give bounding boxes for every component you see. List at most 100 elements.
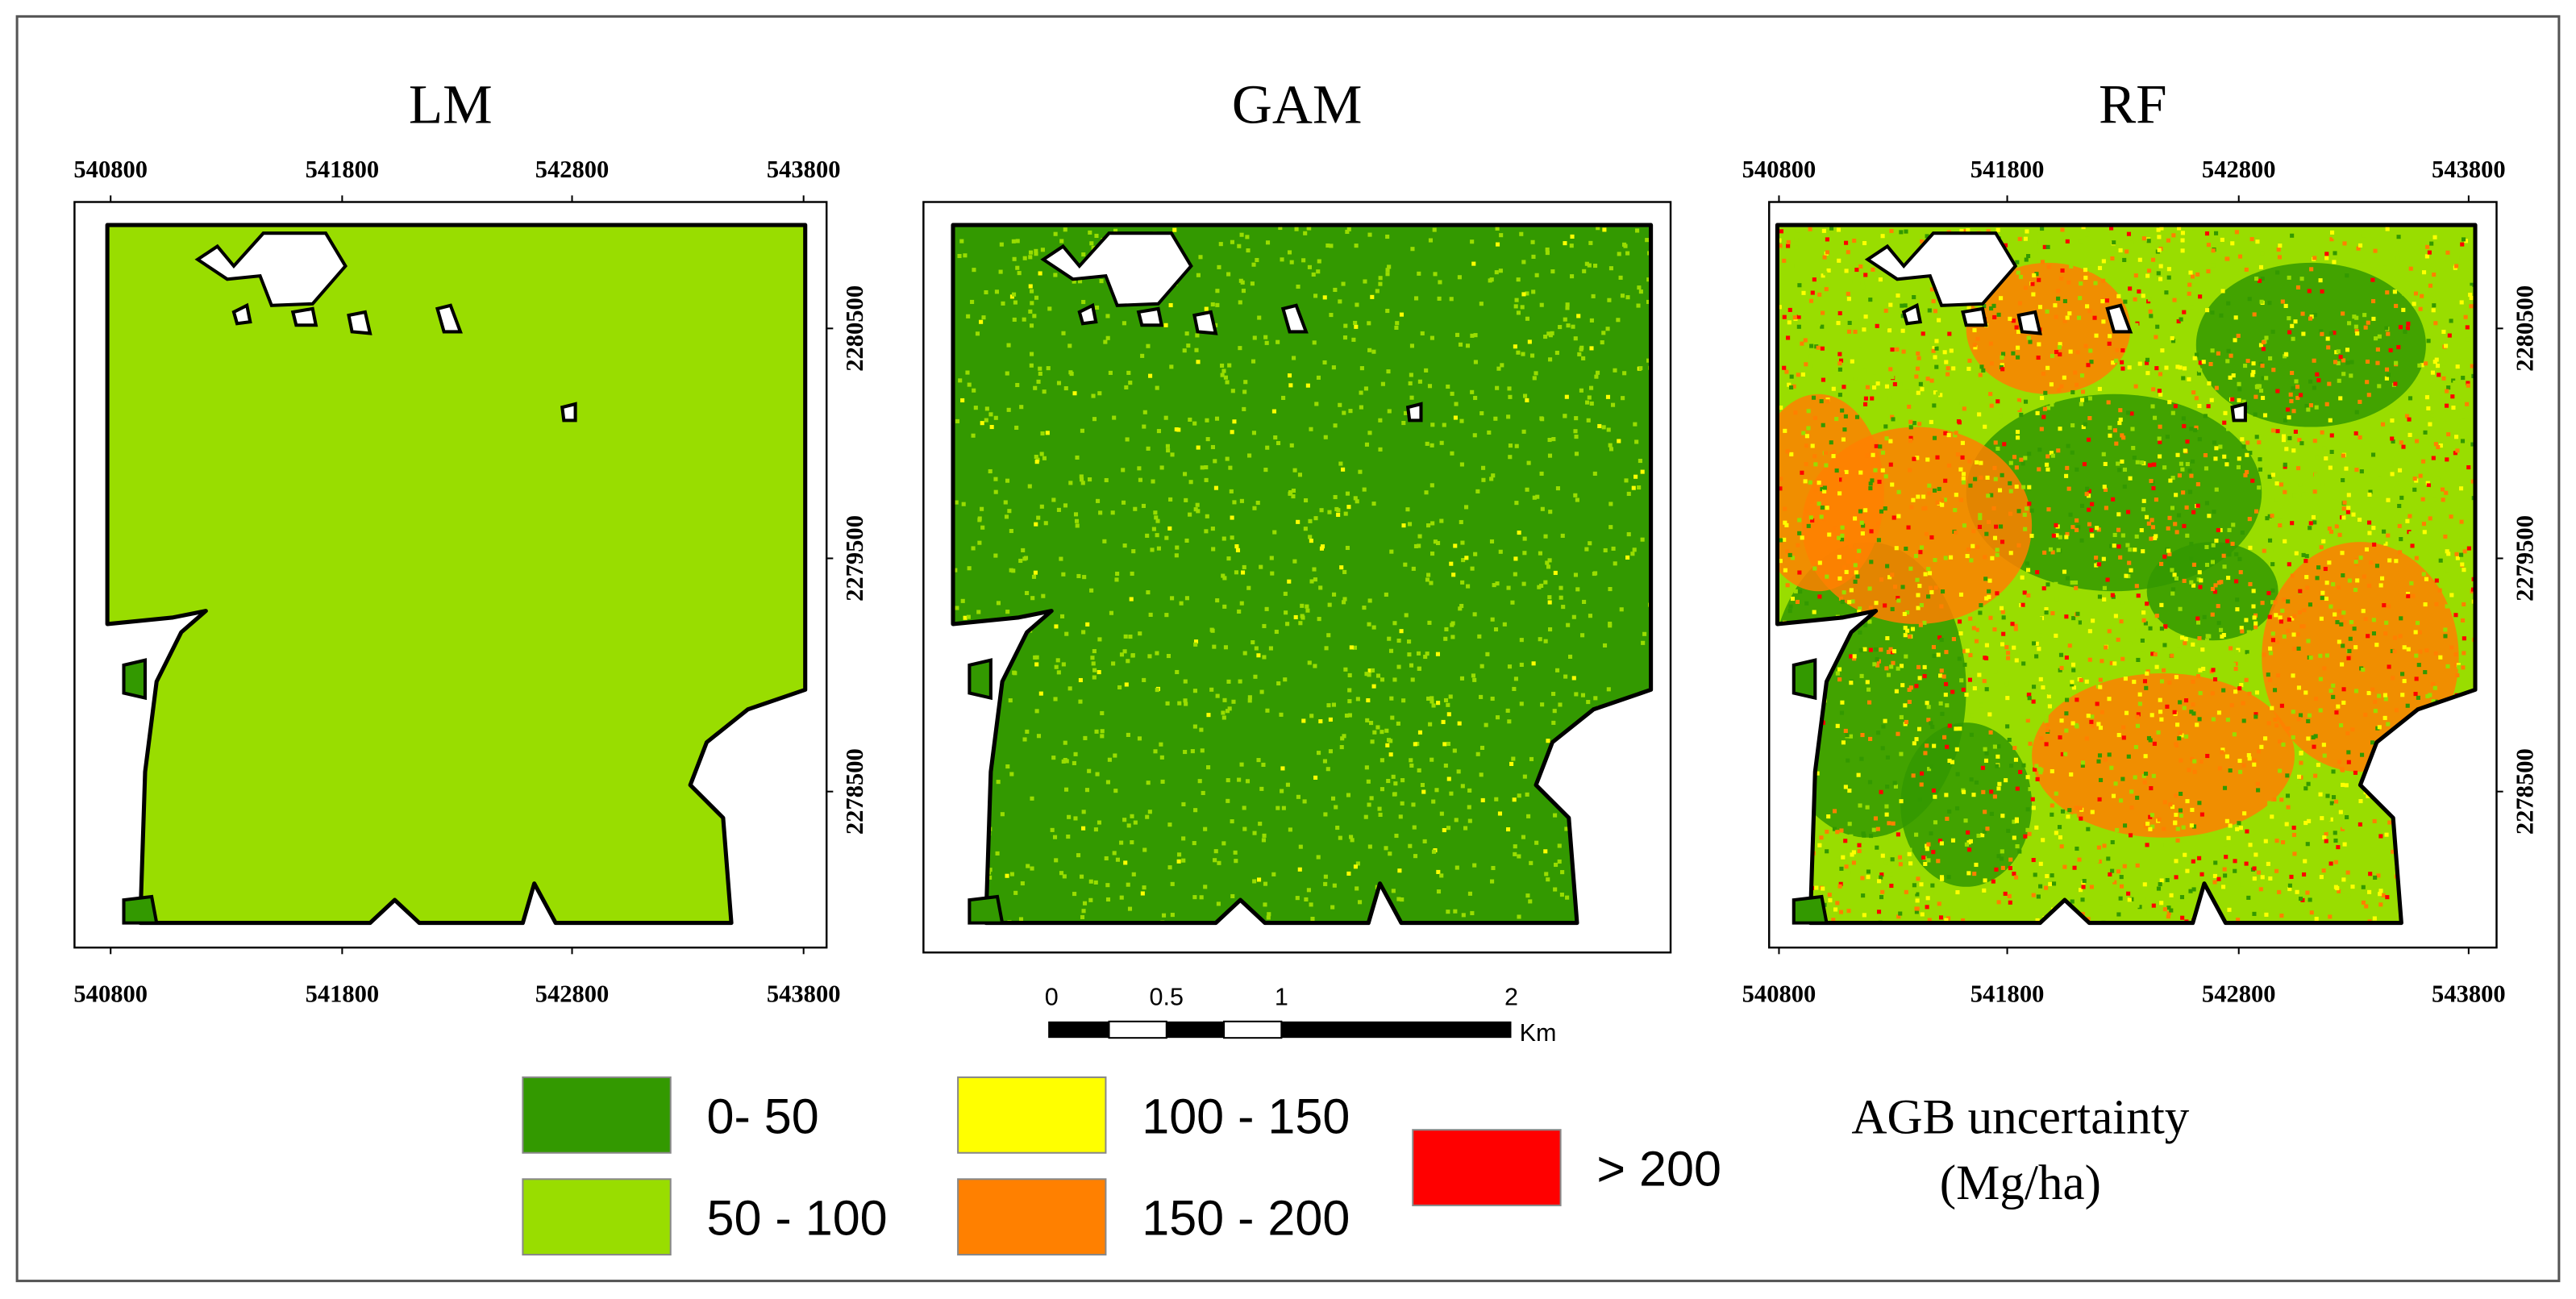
pixel <box>2222 454 2227 459</box>
pixel <box>2016 543 2021 547</box>
pixel <box>1983 810 1987 814</box>
pixel <box>1625 251 1630 256</box>
pixel <box>2329 433 2334 438</box>
pixel <box>1540 506 1545 511</box>
pixel <box>1967 459 1972 464</box>
pixel <box>2192 226 2197 231</box>
pixel <box>1239 601 1244 606</box>
region <box>1900 722 2033 887</box>
pixel <box>1459 462 1464 467</box>
pixel <box>1082 901 1088 906</box>
pixel <box>1091 393 1096 398</box>
pixel <box>1430 423 1435 427</box>
pixel <box>2197 635 2202 641</box>
pixel <box>1779 229 1783 234</box>
pixel <box>2149 713 2154 718</box>
pixel <box>2347 648 2352 653</box>
pixel <box>2170 805 2175 810</box>
pixel <box>1991 879 1995 884</box>
pixel <box>2415 295 2420 300</box>
pixel <box>2069 772 2074 777</box>
pixel <box>1863 508 1868 513</box>
pixel <box>2096 845 2101 850</box>
pixel <box>1638 289 1643 294</box>
pixel <box>1242 806 1246 810</box>
pixel <box>2156 886 2162 891</box>
pixel <box>2302 872 2307 877</box>
pixel <box>2270 428 2276 433</box>
pixel <box>1641 640 1646 645</box>
pixel <box>2295 285 2301 290</box>
pixel <box>1904 229 1908 234</box>
pixel <box>1888 367 1893 372</box>
pixel <box>1932 435 1937 440</box>
pixel <box>1193 639 1199 644</box>
pixel <box>2439 391 2444 396</box>
pixel <box>2270 473 2275 477</box>
pixel <box>1829 451 1834 456</box>
pixel <box>2341 506 2346 511</box>
pixel <box>2341 610 2346 615</box>
pixel <box>1446 910 1450 914</box>
pixel <box>1252 506 1257 510</box>
pixel <box>2140 638 2145 643</box>
pixel <box>1104 856 1109 861</box>
pixel <box>2065 315 2070 320</box>
pixel <box>2306 781 2311 786</box>
pixel <box>2443 627 2448 632</box>
pixel <box>1471 261 1476 266</box>
pixel <box>2133 297 2137 302</box>
pixel <box>1871 827 1876 832</box>
pixel <box>2158 710 2163 714</box>
pixel <box>2050 812 2054 817</box>
pixel <box>2118 896 2123 901</box>
pixel <box>1844 269 1849 273</box>
pixel <box>1846 329 1852 334</box>
pixel <box>2339 722 2344 728</box>
pixel <box>1203 826 1208 831</box>
pixel <box>1953 433 1958 438</box>
pixel <box>2198 668 2203 672</box>
pixel <box>1388 851 1392 856</box>
pixel <box>2459 256 2464 260</box>
pixel <box>1199 727 1204 732</box>
pixel <box>1986 229 1991 234</box>
pixel <box>1789 385 1794 390</box>
pixel <box>1995 552 2000 557</box>
pixel <box>1915 892 1920 897</box>
pixel <box>2315 455 2320 460</box>
pixel <box>1370 739 1375 744</box>
pixel <box>2086 714 2091 718</box>
pixel <box>1903 303 1908 308</box>
pixel <box>1888 837 1893 842</box>
pixel <box>1958 498 1964 502</box>
pixel <box>2071 616 2076 621</box>
pixel <box>2021 661 2026 666</box>
pixel <box>1019 405 1024 410</box>
pixel <box>1914 906 1919 911</box>
pixel <box>1908 438 1913 443</box>
pixel <box>1279 712 1284 717</box>
pixel <box>1196 273 1201 277</box>
pixel <box>2231 523 2236 527</box>
pixel <box>1797 531 1802 535</box>
pixel <box>1586 700 1591 705</box>
pixel <box>1034 455 1038 460</box>
pixel <box>1471 673 1475 678</box>
pixel <box>1358 900 1363 905</box>
pixel <box>1031 574 1037 579</box>
pixel <box>2179 317 2183 322</box>
pixel <box>1827 893 1832 897</box>
pixel <box>1309 427 1313 431</box>
pixel <box>1519 231 1524 236</box>
pixel <box>2267 614 2272 619</box>
pixel <box>2453 613 2458 618</box>
pixel <box>2291 647 2297 652</box>
pixel <box>1242 406 1246 411</box>
pixel <box>1983 380 1987 385</box>
pixel <box>2165 435 2170 439</box>
pixel <box>2045 309 2050 314</box>
pixel <box>2157 248 2162 252</box>
pixel <box>1413 854 1418 859</box>
pixel <box>2391 439 2395 444</box>
